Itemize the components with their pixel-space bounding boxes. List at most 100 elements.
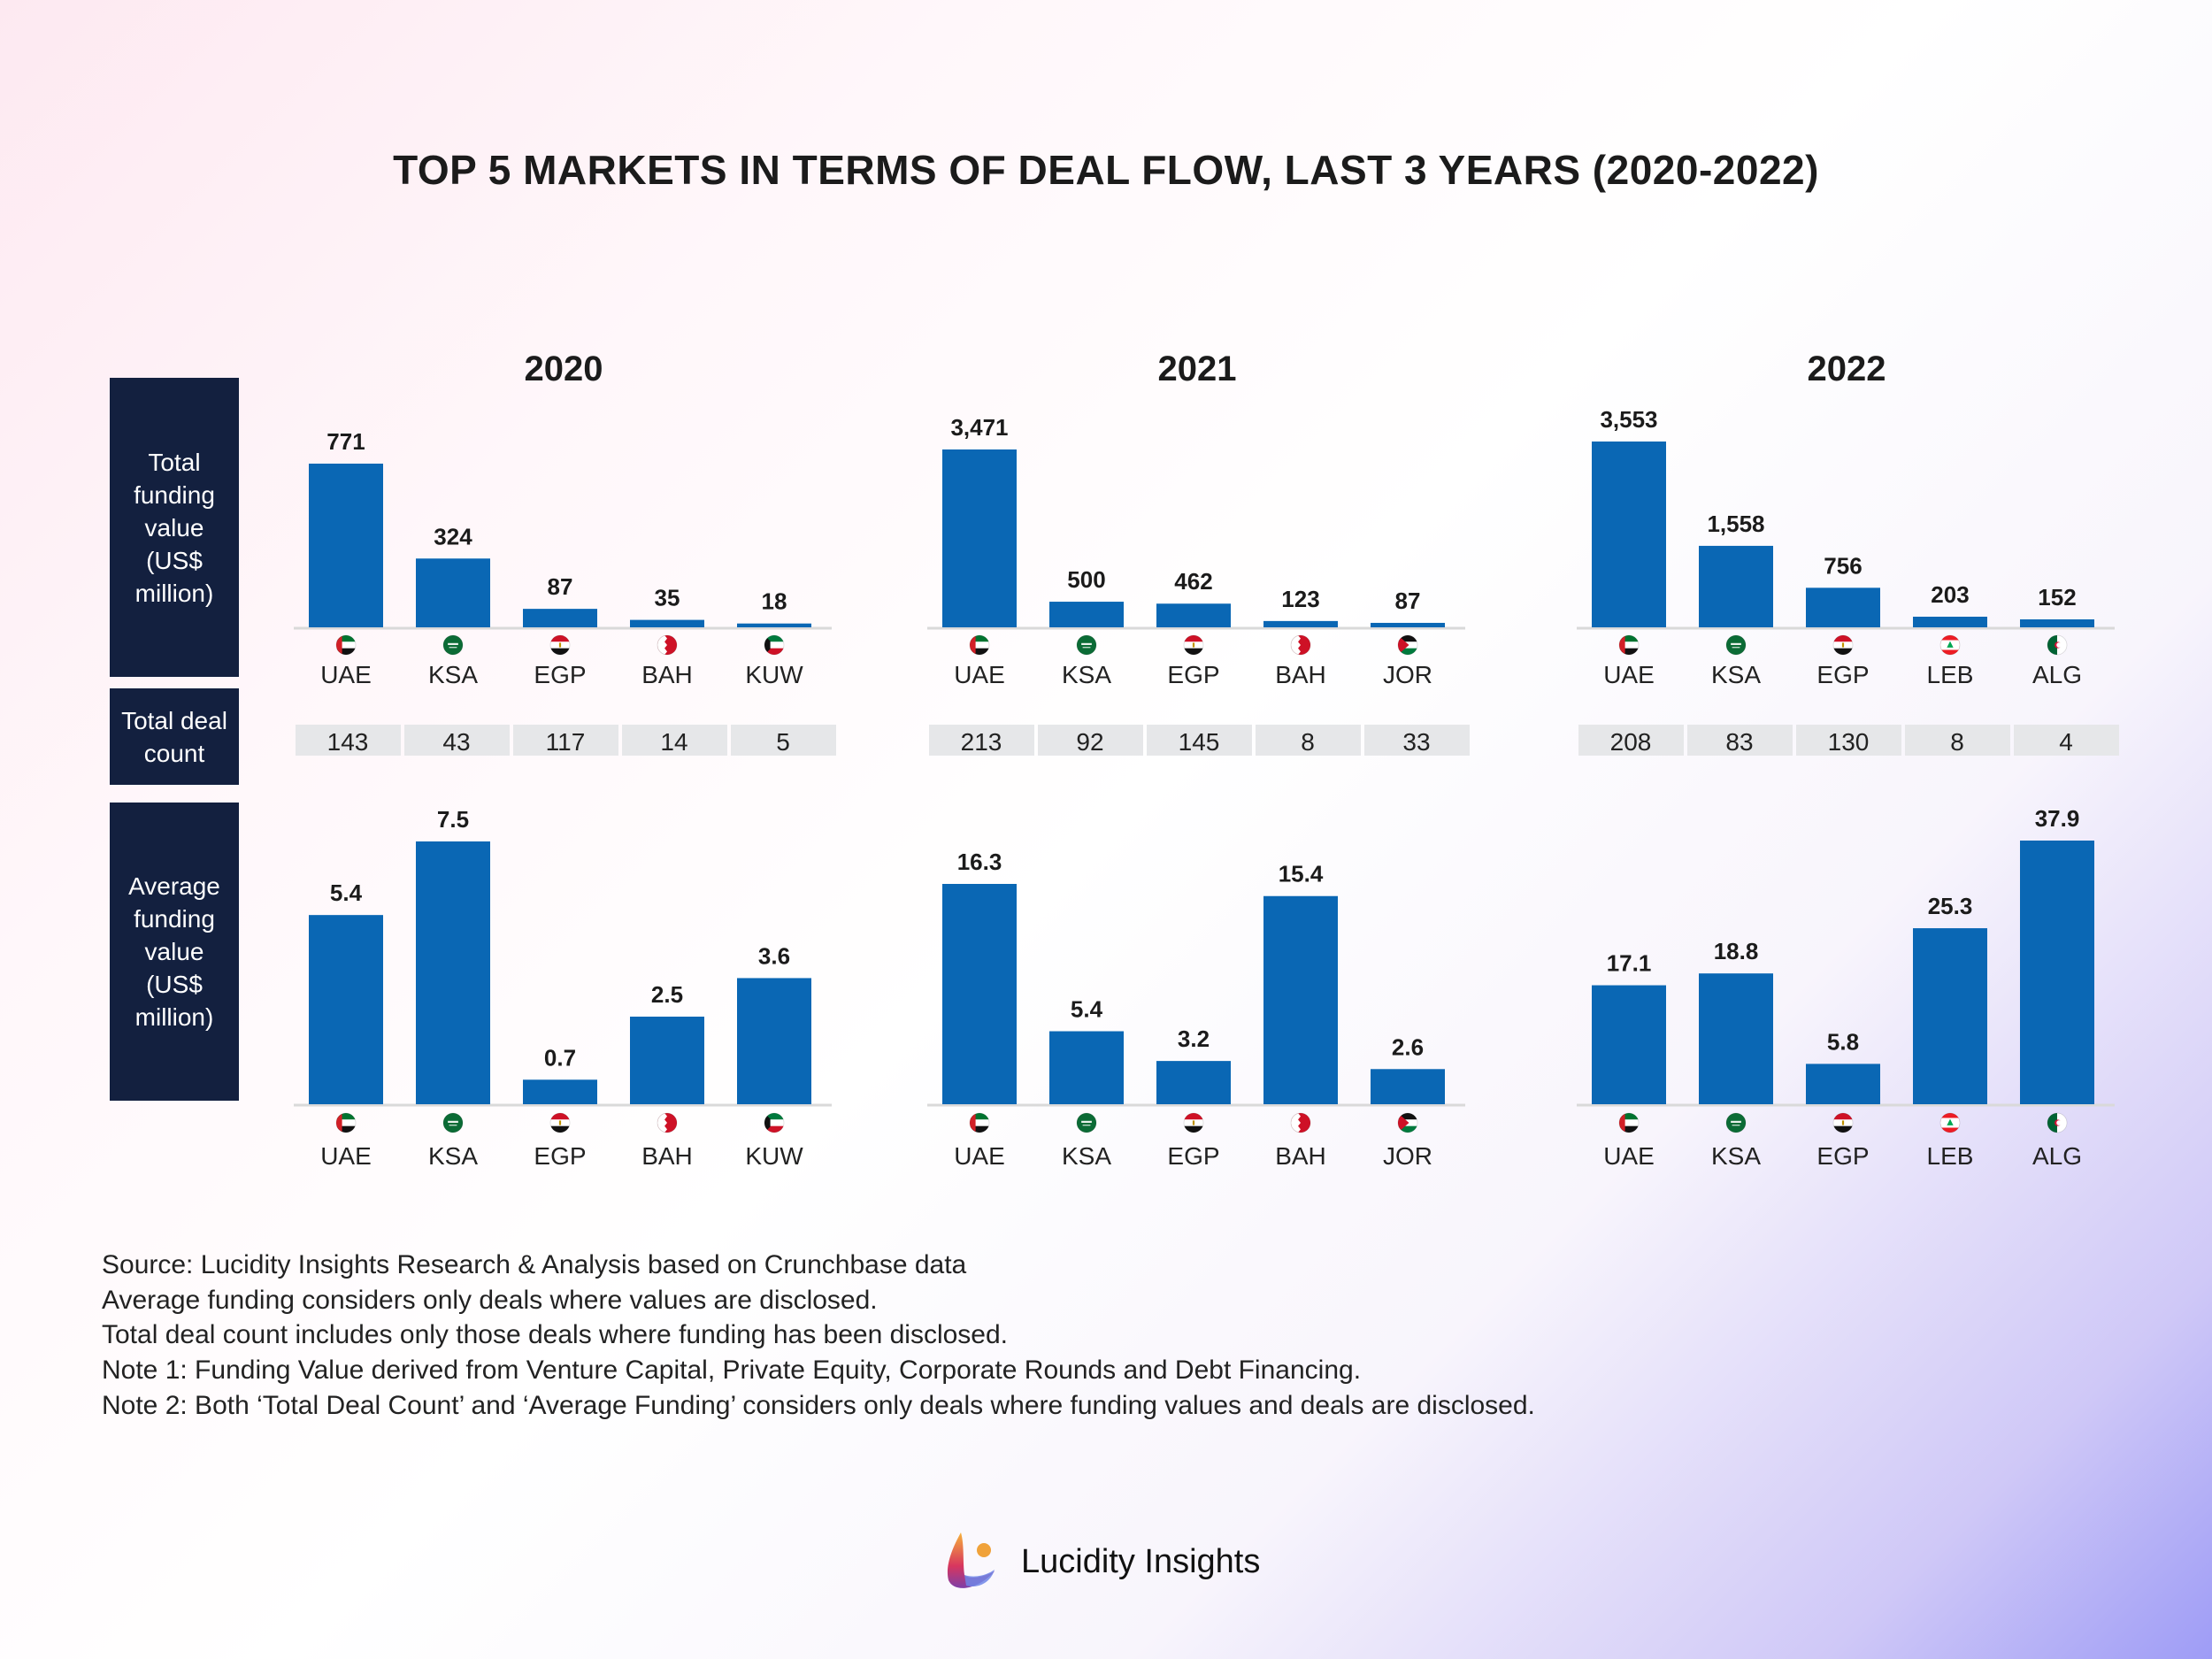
deal-count-cell (1038, 725, 1143, 756)
deal-count-value: 143 (327, 728, 369, 756)
average-value-label: 3.6 (758, 942, 790, 969)
deal-count-value: 208 (1610, 728, 1652, 756)
average-value-label: 5.8 (1827, 1028, 1859, 1055)
flag-bah-icon (657, 1112, 678, 1133)
deal-count-cell (1364, 725, 1470, 756)
funding-bar (1699, 545, 1773, 627)
funding-value-label: 18 (762, 588, 787, 615)
row-label-total-funding: Total funding value (US$ million) (110, 378, 239, 677)
funding-bar (630, 619, 704, 627)
category-label: UAE (320, 661, 372, 688)
notes: Source: Lucidity Insights Research & Ana… (102, 1248, 1535, 1424)
year-title: 2020 (525, 349, 603, 388)
row-label-text: Total funding value (US$ million) (134, 448, 215, 607)
year-title: 2022 (1808, 349, 1886, 388)
deal-count-cell (2014, 725, 2119, 756)
category-label: EGP (1816, 1142, 1869, 1170)
funding-value-label: 324 (434, 523, 472, 549)
deal-count-cell (404, 725, 510, 756)
funding-value-label: 3,471 (950, 414, 1008, 441)
average-value-label: 37.9 (2035, 805, 2080, 832)
flag-uae-icon (335, 1112, 357, 1133)
funding-value-label: 1,558 (1707, 511, 1764, 537)
funding-bar (1371, 622, 1445, 627)
average-funding-bar (942, 884, 1017, 1104)
average-value-label: 25.3 (1928, 893, 1973, 919)
lucidity-logo-icon (947, 1532, 995, 1588)
category-label: KSA (1711, 1142, 1761, 1170)
category-label: UAE (320, 1142, 372, 1170)
funding-bar (737, 623, 811, 627)
average-funding-bar (1806, 1064, 1880, 1104)
chart-title: TOP 5 MARKETS IN TERMS OF DEAL FLOW, LAS… (393, 147, 1819, 193)
deal-count-cell (929, 725, 1034, 756)
flag-egp-icon (1832, 634, 1854, 656)
funding-bar (309, 464, 383, 627)
flag-ksa-icon (442, 634, 464, 656)
average-funding-bar (630, 1017, 704, 1104)
deal-count-value: 83 (1725, 728, 1753, 756)
average-value-label: 5.4 (1071, 996, 1103, 1023)
flag-ksa-icon (1725, 1112, 1747, 1133)
funding-bar (2020, 619, 2094, 627)
category-label: LEB (1927, 661, 1974, 688)
category-label: KSA (1062, 661, 1111, 688)
category-label: LEB (1927, 1142, 1974, 1170)
funding-bar (1156, 603, 1231, 627)
deal-count-cell (1147, 725, 1252, 756)
funding-value-label: 203 (1931, 581, 1969, 608)
category-label: EGP (1167, 1142, 1219, 1170)
flag-uae-icon (1618, 1112, 1640, 1133)
note-average: Average funding considers only deals whe… (102, 1285, 878, 1315)
category-label: UAE (1603, 1142, 1655, 1170)
deal-count-value: 145 (1179, 728, 1220, 756)
average-value-label: 16.3 (957, 849, 1002, 875)
funding-value-label: 87 (548, 573, 573, 600)
funding-bar (1592, 442, 1666, 627)
deal-count-value: 213 (961, 728, 1002, 756)
average-funding-bar (1592, 985, 1666, 1104)
flag-uae-icon (969, 634, 990, 656)
panel-2020: 2020 771 UAE 143 5.4 UAE 324 KSA 43 7.5 KSA 87 EGP 11… (294, 349, 836, 1170)
row-label-text: Total deal count (121, 706, 227, 767)
deal-count-cell (513, 725, 618, 756)
flag-jor-icon (1397, 1112, 1418, 1133)
funding-bar (1806, 588, 1880, 627)
category-label: BAH (1275, 661, 1326, 688)
average-funding-bar (2020, 841, 2094, 1104)
average-funding-bar (1049, 1031, 1124, 1104)
funding-value-label: 462 (1174, 568, 1212, 595)
row-label-average-funding: Average funding value (US$ million) (110, 803, 239, 1101)
flag-egp-icon (549, 1112, 571, 1133)
brand-logo: Lucidity Insights (945, 1531, 1260, 1593)
average-funding-bar (1913, 928, 1987, 1104)
funding-value-label: 756 (1824, 552, 1862, 579)
brand-name: Lucidity Insights (1021, 1542, 1261, 1580)
category-label: JOR (1383, 661, 1432, 688)
note-1: Note 1: Funding Value derived from Ventu… (102, 1356, 1362, 1386)
panel-2022: 2022 3,553 UAE 208 17.1 UAE 1,558 KSA 83 18.8 KSA 7… (1577, 349, 2119, 1170)
deal-count-value: 14 (660, 728, 687, 756)
deal-count-value: 8 (1301, 728, 1315, 756)
category-label: ALG (2032, 661, 2082, 688)
flag-bah-icon (657, 634, 678, 656)
funding-value-label: 3,553 (1600, 406, 1657, 433)
average-value-label: 2.6 (1392, 1033, 1424, 1060)
flag-egp-icon (1832, 1112, 1854, 1133)
average-funding-bar (1699, 973, 1773, 1104)
funding-value-label: 123 (1281, 586, 1319, 612)
average-funding-bar (737, 978, 811, 1104)
category-label: BAH (641, 1142, 693, 1170)
average-value-label: 17.1 (1607, 950, 1652, 977)
category-label: JOR (1383, 1142, 1432, 1170)
flag-egp-icon (1183, 634, 1204, 656)
deal-count-value: 130 (1828, 728, 1870, 756)
deal-count-value: 43 (442, 728, 470, 756)
flag-jor-icon (1397, 634, 1418, 656)
flag-ksa-icon (1076, 1112, 1097, 1133)
category-label: BAH (1275, 1142, 1326, 1170)
category-label: ALG (2032, 1142, 2082, 1170)
flag-uae-icon (1618, 634, 1640, 656)
average-value-label: 18.8 (1714, 938, 1759, 964)
